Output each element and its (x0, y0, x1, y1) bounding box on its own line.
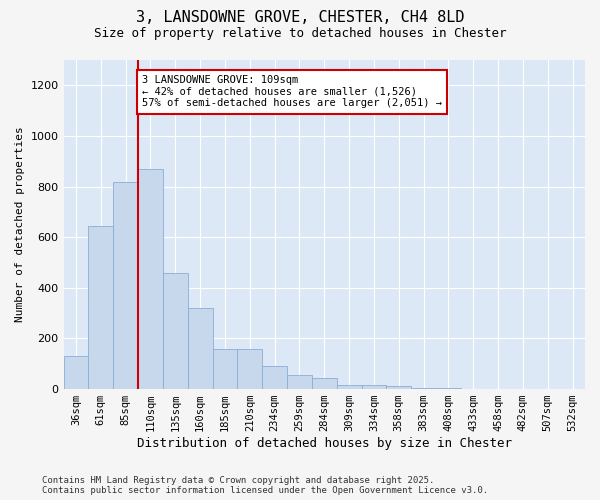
Bar (436, 388, 461, 389)
Bar (287, 375, 312, 389)
Bar (64, 356, 88, 389)
Text: 3, LANSDOWNE GROVE, CHESTER, CH4 8LD: 3, LANSDOWNE GROVE, CHESTER, CH4 8LD (136, 10, 464, 25)
Bar (212, 348, 238, 389)
Text: Size of property relative to detached houses in Chester: Size of property relative to detached ho… (94, 28, 506, 40)
X-axis label: Distribution of detached houses by size in Chester: Distribution of detached houses by size … (137, 437, 512, 450)
Bar (337, 384, 362, 389)
Text: Contains HM Land Registry data © Crown copyright and database right 2025.
Contai: Contains HM Land Registry data © Crown c… (42, 476, 488, 495)
Bar (312, 378, 337, 389)
Bar (238, 348, 262, 389)
Bar (88, 226, 113, 389)
Bar (188, 308, 212, 389)
Bar (163, 272, 188, 389)
Y-axis label: Number of detached properties: Number of detached properties (15, 126, 25, 322)
Bar (386, 386, 411, 389)
Text: 3 LANSDOWNE GROVE: 109sqm
← 42% of detached houses are smaller (1,526)
57% of se: 3 LANSDOWNE GROVE: 109sqm ← 42% of detac… (142, 75, 442, 108)
Bar (113, 182, 138, 389)
Bar (138, 169, 163, 389)
Bar (461, 388, 485, 389)
Bar (262, 366, 287, 389)
Bar (411, 388, 436, 389)
Bar (362, 384, 386, 389)
